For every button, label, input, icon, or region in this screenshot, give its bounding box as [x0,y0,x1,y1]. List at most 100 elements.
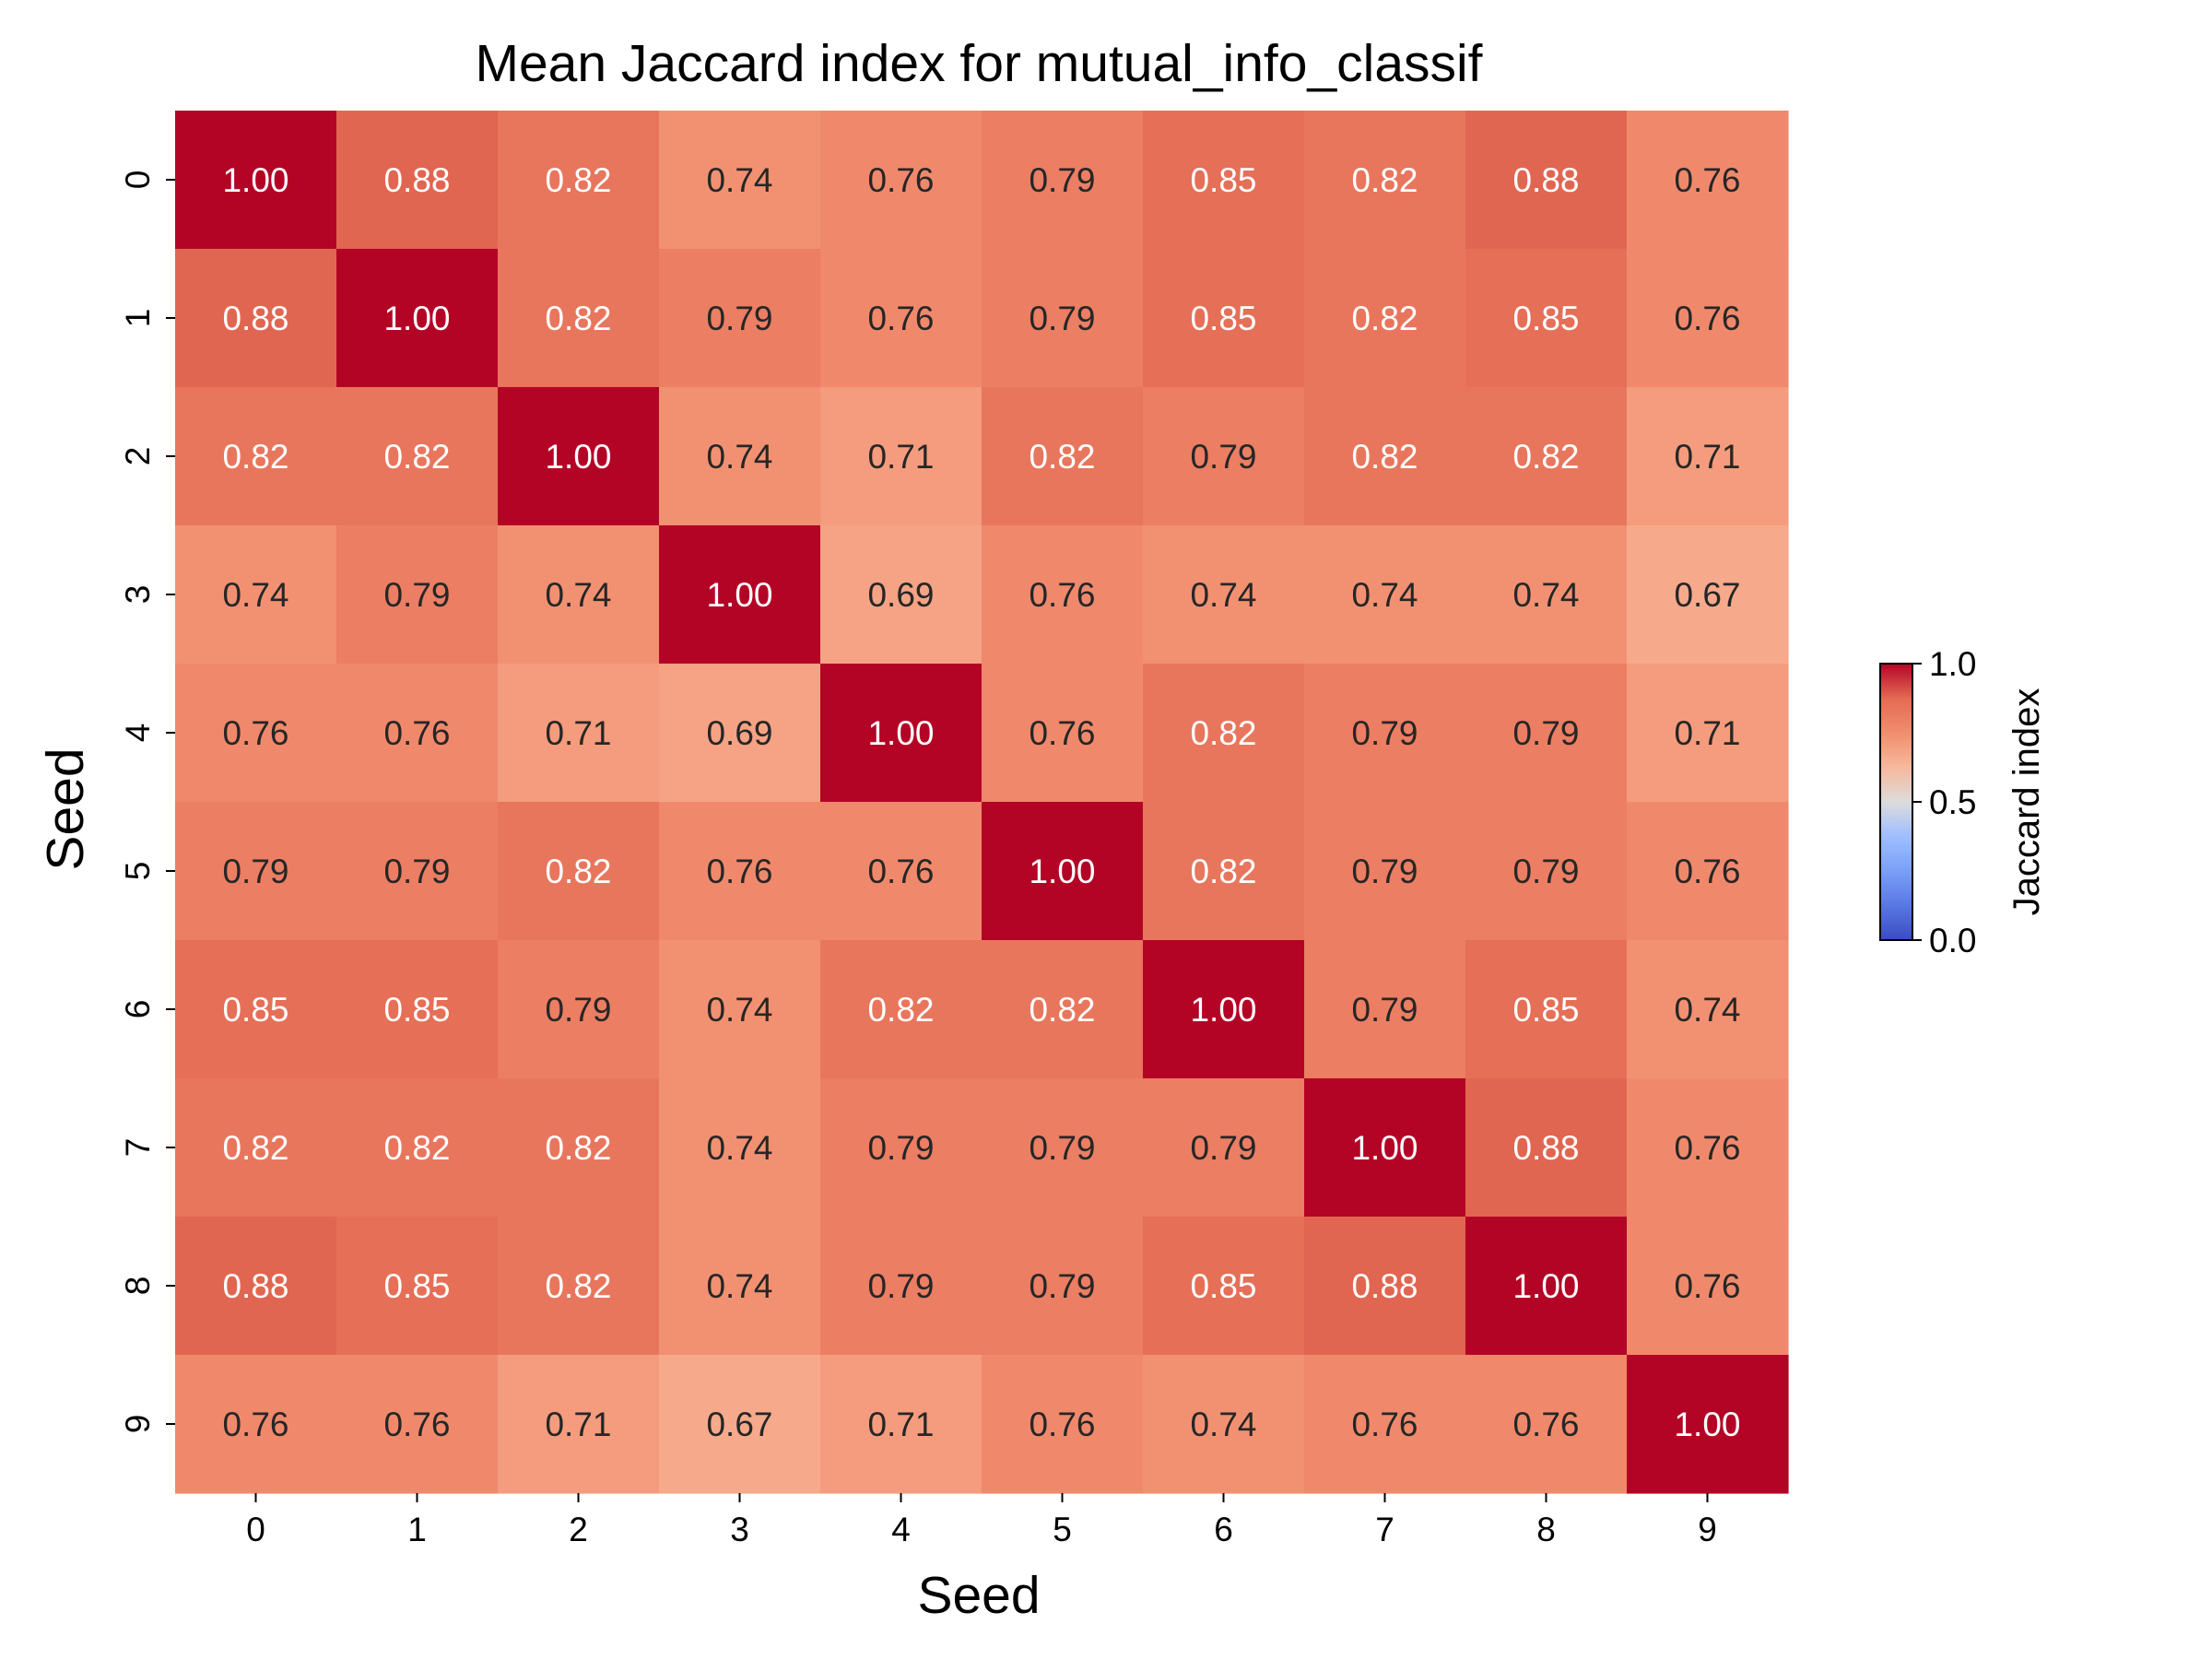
cell-value-label: 1.00 [545,438,611,476]
cell-value-label: 0.85 [1190,1267,1256,1305]
heatmap-cell [1304,249,1466,388]
heatmap-cell [498,664,660,803]
heatmap-cell [982,1217,1144,1356]
heatmap-cell [1304,387,1466,526]
cell-value-label: 0.74 [706,1267,772,1305]
heatmap-cell [1465,802,1628,941]
cell-value-label: 0.74 [545,576,611,614]
cell-value-label: 0.74 [706,161,772,199]
heatmap-cell [1304,111,1466,250]
cell-value-label: 0.79 [1029,1129,1095,1167]
cell-value-label: 0.79 [1190,438,1256,476]
x-tick-label: 8 [1536,1511,1556,1548]
x-axis-label: Seed [917,1566,1040,1625]
cell-value-label: 0.88 [222,300,288,337]
cell-value-label: 0.85 [1512,300,1579,337]
cell-value-label: 0.79 [383,853,450,890]
heatmap-cell [820,249,982,388]
cell-value-label: 0.79 [1029,300,1095,337]
cell-value-label: 0.88 [383,161,450,199]
heatmap-cell [1143,1217,1305,1356]
heatmap-cell [659,387,821,526]
cell-value-label: 0.88 [1512,161,1579,199]
cell-value-label: 1.00 [383,300,450,337]
heatmap-cell [336,387,499,526]
heatmap-cell [820,387,982,526]
x-tick-label: 5 [1053,1511,1072,1548]
heatmap-cell [1465,249,1628,388]
heatmap-cell [336,1078,499,1218]
cell-value-label: 0.67 [706,1406,772,1443]
cell-value-label: 0.85 [383,991,450,1029]
cell-value-label: 0.71 [867,1406,934,1443]
cell-value-label: 0.85 [1190,300,1256,337]
heatmap-cell [1304,664,1466,803]
x-tick-label: 9 [1698,1511,1717,1548]
cell-value-label: 0.76 [1029,1406,1095,1443]
cell-value-label: 0.67 [1674,576,1740,614]
cell-value-label: 0.76 [867,161,934,199]
heatmap-cell [1143,664,1305,803]
heatmap-cell [498,525,660,665]
heatmap-cell [820,111,982,250]
x-axis-ticks: 0 1 2 3 4 5 6 7 8 9 [246,1493,1717,1548]
cell-value-label: 0.79 [867,1267,934,1305]
cell-value-label: 0.79 [1029,1267,1095,1305]
cell-value-label: 0.79 [222,853,288,890]
heatmap-cell [1627,525,1789,665]
heatmap-cell [982,1355,1144,1494]
heatmap-cell [336,802,499,941]
cell-value-label: 0.85 [383,1267,450,1305]
cell-value-label: 0.76 [1674,300,1740,337]
cell-value-label: 0.76 [706,853,772,890]
cell-value-label: 0.76 [1674,1129,1740,1167]
cell-value-label: 0.79 [1512,714,1579,752]
cell-value-label: 0.71 [867,438,934,476]
heatmap-cell [1465,525,1628,665]
heatmap-cell [982,664,1144,803]
chart-title: Mean Jaccard index for mutual_info_class… [475,34,1482,93]
cell-value-label: 0.82 [867,991,934,1029]
heatmap-cell [1143,802,1305,941]
cell-value-label: 1.00 [1351,1129,1418,1167]
cell-value-label: 0.79 [1029,161,1095,199]
heatmap-cells: 1.00 0.88 0.82 0.74 0.76 0.79 0.85 0.82 0.88 0.76… [175,111,1789,1494]
heatmap-cell [820,1355,982,1494]
heatmap-cell [498,940,660,1079]
cell-value-label: 0.85 [1512,991,1579,1029]
heatmap-cell [820,1078,982,1218]
cell-value-label: 1.00 [867,714,934,752]
heatmap-cell [175,1355,337,1494]
heatmap-cell [1627,111,1789,250]
heatmap-cell [659,525,821,665]
heatmap-cell [175,387,337,526]
heatmap-cell [1465,111,1628,250]
cell-value-label: 0.82 [1029,991,1095,1029]
x-tick-label: 6 [1214,1511,1233,1548]
heatmap-cell [659,1355,821,1494]
heatmap-cell [659,1217,821,1356]
colorbar-tick-label: 0.5 [1929,783,1976,821]
x-tick-label: 2 [569,1511,588,1548]
heatmap-cell [336,1355,499,1494]
heatmap-cell [1143,940,1305,1079]
heatmap-cell [175,525,337,665]
cell-value-label: 0.79 [1351,714,1418,752]
x-tick-label: 7 [1375,1511,1394,1548]
heatmap-cell [336,664,499,803]
heatmap-cell [1627,1078,1789,1218]
cell-value-label: 0.74 [706,438,772,476]
heatmap-cell [1465,664,1628,803]
cell-value-label: 0.82 [1190,714,1256,752]
heatmap-cell [1304,802,1466,941]
cell-value-label: 0.79 [1512,853,1579,890]
colorbar-tick-label: 0.0 [1929,922,1976,959]
cell-value-label: 0.79 [706,300,772,337]
x-tick-label: 1 [407,1511,427,1548]
colorbar-gradient [1879,663,1913,941]
colorbar-tick-label: 1.0 [1929,645,1976,683]
heatmap-cell [1143,525,1305,665]
cell-value-label: 0.82 [222,438,288,476]
cell-value-label: 0.82 [1029,438,1095,476]
